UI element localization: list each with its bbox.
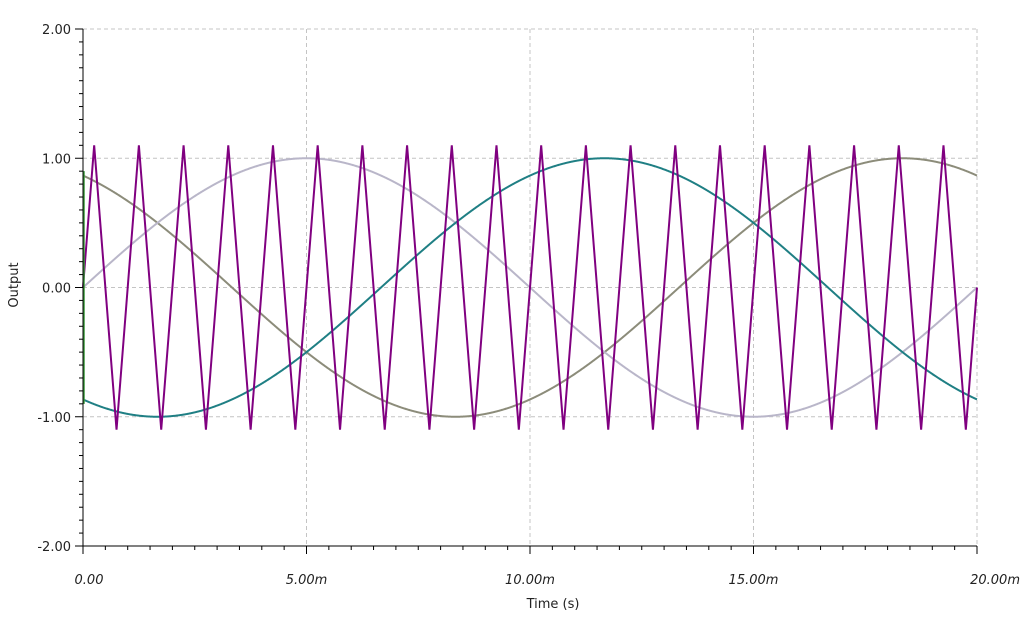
series-line-4 [82,145,978,430]
x-tick-label: 15.00m [729,573,779,588]
y-tick-label: 0.00 [42,282,71,297]
x-tick-label: 5.00m [286,573,328,588]
x-tick-label: 20.00m [970,573,1020,588]
series-line-3 [82,157,978,418]
series-group [82,145,978,430]
x-axis-title: Time (s) [526,597,580,612]
y-tick-label: -1.00 [37,411,71,426]
x-tick-label: 10.00m [505,573,555,588]
y-tick-label: 1.00 [42,152,71,167]
x-tick-label: 0.00 [75,573,104,588]
series-line-1 [82,157,978,418]
y-axis-title: Output [7,262,22,307]
y-tick-label: 2.00 [42,23,71,38]
axes: 2.00 1.00 0.00 -1.00 -2.00 0.00 5.00m 10.00m 15.… [37,23,1020,588]
y-tick-label: -2.00 [37,540,71,555]
